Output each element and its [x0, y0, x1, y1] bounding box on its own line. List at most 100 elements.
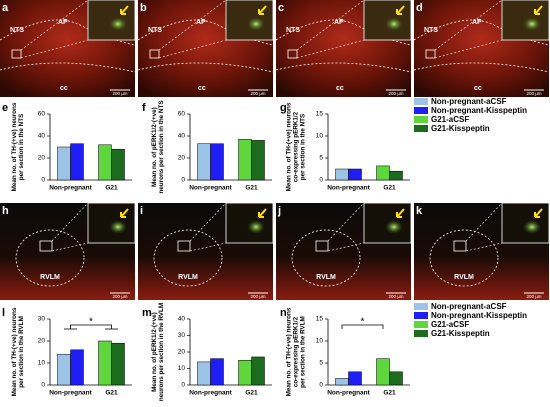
panel-letter: m [142, 307, 152, 319]
x-tick-label: G21 [383, 390, 396, 397]
x-tick-label: Non-pregnant [49, 390, 92, 397]
zoom-line [465, 202, 503, 242]
legend-swatch [414, 125, 428, 132]
region-outline [15, 229, 85, 287]
bar [98, 340, 112, 386]
roi-box [425, 49, 436, 59]
legend-label: Non-pregnant-aCSF [431, 97, 507, 106]
scale-label: 200 µm [388, 294, 403, 299]
legend-swatch [414, 303, 428, 310]
bar [376, 165, 390, 181]
region-outline [137, 19, 274, 46]
y-tick-label: 0 [319, 382, 323, 389]
y-tick-label: 40 [178, 133, 186, 140]
region-label: NTS [10, 27, 24, 34]
arrow [258, 208, 267, 218]
scale-label: 200 µm [250, 294, 265, 299]
panel-letter: g [280, 102, 287, 114]
region-outline [275, 62, 412, 73]
y-tick-label: 0 [41, 177, 45, 184]
y-tick-label: 15 [316, 316, 324, 323]
y-axis-label: Mean no. of pERK1/2-(+ve) [151, 107, 158, 187]
roi-box [149, 49, 160, 59]
y-tick-label: 10 [38, 360, 46, 367]
cell [247, 17, 265, 31]
y-tick-label: 40 [178, 316, 186, 323]
x-tick-label: Non-pregnant [189, 185, 232, 192]
scale-label: 200 µm [112, 294, 127, 299]
region-label: cc [474, 85, 482, 92]
region-label: NTS [148, 27, 162, 34]
panel-letter: b [140, 2, 147, 14]
x-tick-label: Non-pregnant [327, 185, 370, 192]
legend-label: Non-pregnant-aCSF [431, 302, 507, 311]
roi-box [177, 240, 191, 252]
y-axis-label: Mean no. of TH-(+ve) neurons [286, 102, 293, 191]
zoom-line [158, 39, 227, 59]
scale-label: 200 µm [526, 91, 541, 96]
bar [251, 140, 265, 181]
bar [335, 378, 349, 386]
arrow [120, 208, 129, 218]
cell [109, 17, 127, 31]
y-axis-label: Mean no. of TH-(+ve) neurons [286, 307, 293, 396]
x-tick-label: G21 [105, 185, 118, 192]
y-tick-label: 5 [319, 360, 323, 367]
bar [348, 168, 362, 181]
bar [389, 371, 403, 386]
region-label: RVLM [316, 274, 336, 281]
bar [210, 143, 224, 181]
significance-label: * [361, 317, 365, 328]
region-outline [291, 229, 361, 287]
bar [210, 358, 224, 386]
arrow [258, 5, 267, 15]
panel-letter: n [280, 307, 287, 319]
bar [57, 353, 71, 386]
y-tick-label: 0 [181, 177, 185, 184]
region-label: NTS [286, 27, 300, 34]
region-label: cc [198, 85, 206, 92]
y-axis-label: Mean no. of TH-(+ve) neurons [11, 102, 18, 191]
zoom-line [296, 0, 365, 51]
zoom-line [158, 0, 227, 51]
region-label: AP [472, 19, 482, 26]
zoom-line [434, 0, 503, 51]
panel-letter: i [140, 205, 143, 217]
bar [197, 361, 211, 386]
roi-box [287, 49, 298, 59]
region-label: cc [336, 85, 344, 92]
cell [385, 220, 403, 234]
bar [111, 342, 125, 386]
region-outline [0, 19, 136, 46]
significance-bracket [341, 324, 384, 329]
y-tick-label: 40 [38, 133, 46, 140]
arrow [120, 5, 129, 15]
y-tick-label: 0 [41, 382, 45, 389]
legend-label: G21-Kisspeptin [431, 329, 490, 338]
bar [238, 360, 252, 386]
arrow [396, 208, 405, 218]
legend-swatch [414, 321, 428, 328]
y-tick-label: 10 [316, 338, 324, 345]
region-label: NTS [424, 27, 438, 34]
legend-swatch [414, 98, 428, 105]
legend-swatch [414, 312, 428, 319]
region-label: RVLM [178, 274, 198, 281]
scale-label: 200 µm [526, 294, 541, 299]
bar [57, 146, 71, 181]
bar [238, 139, 252, 181]
zoom-line [20, 0, 89, 51]
region-outline [137, 62, 274, 73]
cell [523, 17, 541, 31]
roi-box [453, 240, 467, 252]
region-label: cc [60, 85, 68, 92]
zoom-line [327, 202, 365, 242]
legend-label: G21-aCSF [431, 320, 469, 329]
cell [109, 220, 127, 234]
zoom-line [434, 39, 503, 59]
y-axis-label: per section in the NTS [18, 114, 25, 180]
y-tick-label: 0 [181, 382, 185, 389]
x-tick-label: G21 [245, 185, 258, 192]
region-outline [0, 62, 136, 73]
